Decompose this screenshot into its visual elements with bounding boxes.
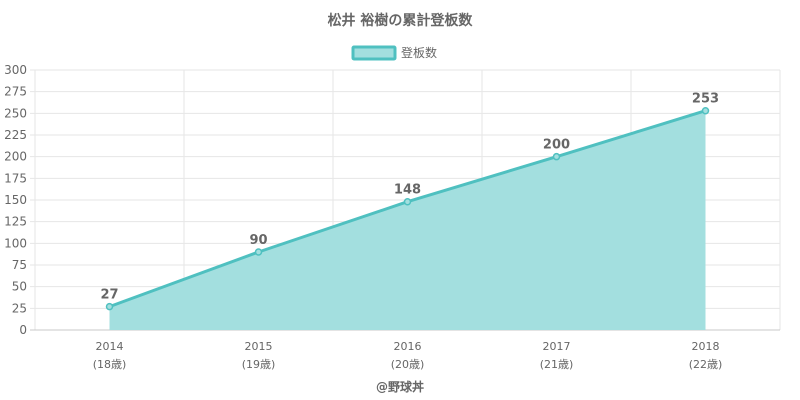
footer-credit: @野球丼 bbox=[376, 379, 424, 394]
y-tick-label: 0 bbox=[19, 323, 27, 337]
y-tick-label: 225 bbox=[4, 128, 27, 142]
data-point[interactable] bbox=[254, 248, 263, 256]
x-tick-sublabel: (22歳) bbox=[689, 358, 723, 371]
data-label: 90 bbox=[249, 233, 267, 248]
data-point[interactable] bbox=[701, 106, 710, 115]
legend[interactable]: 登板数 bbox=[351, 45, 437, 61]
x-tick-sublabel: (20歳) bbox=[391, 358, 425, 371]
data-label: 200 bbox=[543, 138, 570, 153]
x-tick-label: 2017 bbox=[543, 340, 571, 353]
y-axis: 0 25 50 75 100 125 150 175 200 225 250 275 300 bbox=[4, 63, 27, 337]
y-tick-label: 25 bbox=[12, 301, 27, 315]
y-tick-label: 75 bbox=[12, 258, 27, 272]
x-tick-label: 2015 bbox=[245, 340, 273, 353]
x-tick-label: 2016 bbox=[394, 340, 422, 353]
y-tick-label: 50 bbox=[12, 280, 27, 294]
x-axis: 2014 (18歳) 2015 (19歳) 2016 (20歳) 2017 (21歳) 2018… bbox=[93, 340, 723, 371]
x-tick-sublabel: (19歳) bbox=[242, 358, 276, 371]
data-point[interactable] bbox=[105, 302, 114, 311]
data-point[interactable] bbox=[552, 152, 561, 161]
data-label: 148 bbox=[394, 183, 421, 198]
data-label: 27 bbox=[100, 288, 118, 303]
data-label: 253 bbox=[692, 92, 719, 107]
y-tick-label: 250 bbox=[4, 106, 27, 120]
x-tick-sublabel: (21歳) bbox=[540, 358, 574, 371]
y-tick-label: 300 bbox=[4, 63, 27, 77]
data-point[interactable] bbox=[403, 197, 412, 206]
legend-label: 登板数 bbox=[401, 45, 437, 60]
y-tick-label: 150 bbox=[4, 193, 27, 207]
y-tick-label: 275 bbox=[4, 85, 27, 99]
data-points: 27 90 148 200 253 bbox=[100, 92, 719, 311]
y-tick-label: 100 bbox=[4, 236, 27, 250]
x-tick-label: 2014 bbox=[96, 340, 124, 353]
legend-swatch bbox=[351, 45, 397, 61]
y-tick-label: 200 bbox=[4, 150, 27, 164]
x-tick-sublabel: (18歳) bbox=[93, 358, 127, 371]
y-tick-label: 125 bbox=[4, 215, 27, 229]
chart-title: 松井 裕樹の累計登板数 bbox=[328, 12, 474, 29]
area-fill bbox=[109, 110, 706, 330]
y-tick-label: 175 bbox=[4, 171, 27, 185]
area-series bbox=[108, 109, 706, 330]
x-tick-label: 2018 bbox=[692, 340, 720, 353]
